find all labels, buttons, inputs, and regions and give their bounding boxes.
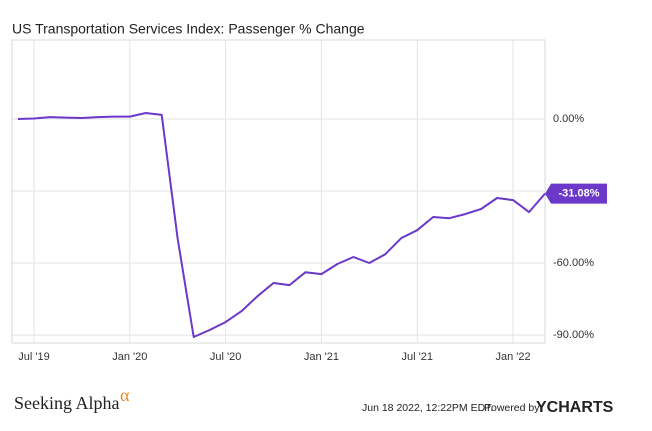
x-tick-label: Jan '20 — [112, 351, 147, 363]
powered-by: Powered by — [484, 402, 540, 414]
timestamp: Jun 18 2022, 12:22PM EDT. — [362, 402, 493, 414]
chart-title: US Transportation Services Index: Passen… — [12, 21, 365, 37]
provider: YCHARTS — [536, 399, 614, 416]
x-tick-label: Jul '19 — [18, 351, 49, 363]
y-tick-label: 0.00% — [553, 113, 584, 125]
y-tick-label: -90.00% — [553, 329, 594, 341]
value-label-box — [545, 183, 607, 204]
value-label: -31.08% — [559, 188, 600, 200]
plot-area — [11, 39, 546, 344]
y-tick-label: -60.00% — [553, 257, 594, 269]
x-tick-label: Jul '21 — [402, 351, 433, 363]
x-tick-label: Jan '21 — [304, 351, 339, 363]
brand-mark: α — [120, 385, 130, 405]
line — [17, 112, 546, 338]
x-tick-label: Jul '20 — [210, 351, 241, 363]
brand: Seeking Alpha — [14, 393, 120, 413]
x-tick-label: Jan '22 — [495, 351, 530, 363]
